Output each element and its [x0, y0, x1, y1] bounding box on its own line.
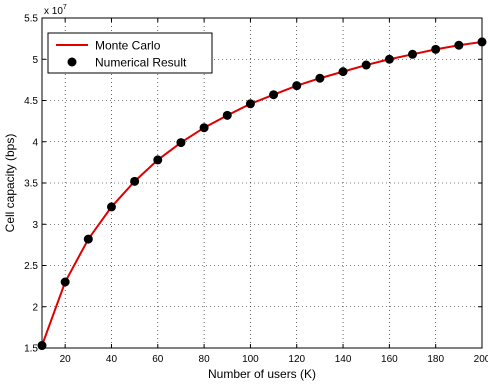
numerical-result-point — [60, 277, 70, 287]
y-scale-exponent: 7 — [63, 4, 67, 11]
x-tick-label: 140 — [335, 354, 352, 365]
x-axis-label: Number of users (K) — [208, 367, 316, 381]
x-tick-label: 20 — [60, 354, 72, 365]
y-axis-scale-label: x 107 — [44, 4, 67, 17]
legend-numerical-result-swatch — [67, 57, 77, 67]
numerical-result-point — [106, 202, 116, 212]
numerical-result-series — [37, 37, 487, 351]
numerical-result-point — [153, 155, 163, 165]
y-tick-label: 5 — [32, 55, 38, 66]
x-tick-label: 200 — [474, 354, 488, 365]
numerical-result-point — [315, 73, 325, 83]
y-tick-label: 1.5 — [24, 344, 38, 355]
numerical-result-point — [130, 176, 140, 186]
x-tick-label: 40 — [106, 354, 118, 365]
y-tick-label: 4.5 — [24, 96, 38, 107]
x-tick-label: 80 — [199, 354, 211, 365]
x-tick-label: 180 — [427, 354, 444, 365]
numerical-result-point — [361, 60, 371, 70]
numerical-result-point — [338, 67, 348, 77]
y-tick-label: 3.5 — [24, 179, 38, 190]
numerical-result-point — [431, 44, 441, 54]
grid-lines — [42, 18, 482, 348]
x-tick-label: 160 — [381, 354, 398, 365]
y-tick-label: 5.5 — [24, 14, 38, 25]
y-tick-label: 4 — [32, 137, 38, 148]
numerical-result-point — [384, 54, 394, 64]
legend-box — [47, 32, 213, 74]
y-tick-label: 3 — [32, 220, 38, 231]
x-tick-label: 60 — [152, 354, 164, 365]
numerical-result-point — [199, 123, 209, 133]
y-axis-label: Cell capacity (bps) — [3, 134, 17, 233]
numerical-result-point — [176, 138, 186, 148]
legend: Monte Carlo Numerical Result — [47, 32, 213, 74]
legend-monte-carlo-label: Monte Carlo — [95, 39, 161, 53]
y-tick-label: 2 — [32, 302, 38, 313]
numerical-result-point — [222, 110, 232, 120]
legend-numerical-result-label: Numerical Result — [95, 56, 187, 70]
y-tick-label: 2.5 — [24, 261, 38, 272]
numerical-result-point — [245, 99, 255, 109]
axis-ticks: 20 40 60 80 100 120 140 160 180 200 1.5 2 2.5 3 3.5 4 4.… — [24, 14, 488, 366]
x-tick-label: 100 — [242, 354, 259, 365]
numerical-result-point — [292, 81, 302, 91]
numerical-result-point — [408, 49, 418, 59]
numerical-result-point — [83, 234, 93, 244]
x-tick-label: 120 — [288, 354, 305, 365]
y-scale-base: x 10 — [44, 6, 63, 17]
numerical-result-point — [454, 40, 464, 50]
numerical-result-point — [269, 90, 279, 100]
